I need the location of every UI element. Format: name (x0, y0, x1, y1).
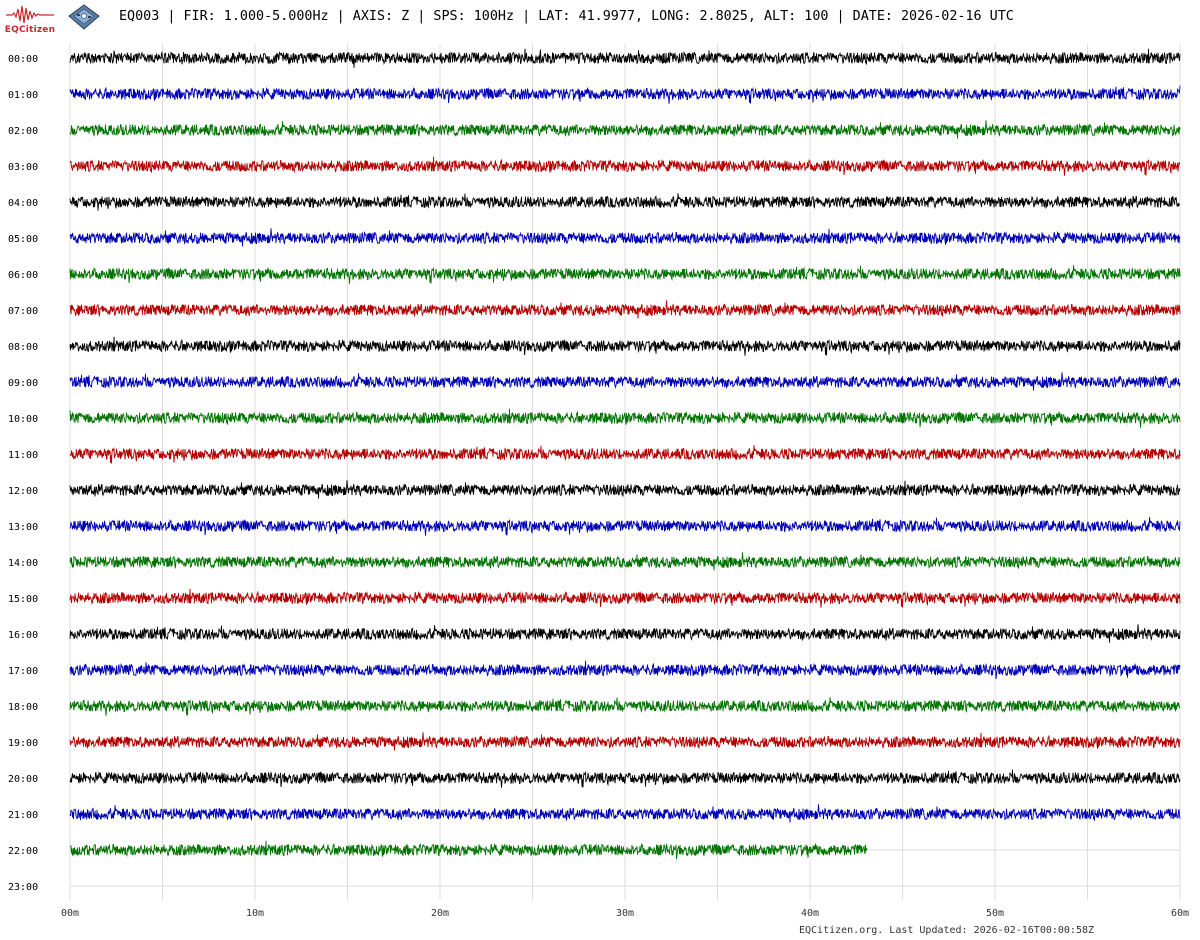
hour-label: 17:00 (8, 666, 38, 677)
seismic-trace (69, 48, 1181, 68)
last-updated: EQCitizen.org. Last Updated: 2026-02-16T… (799, 925, 1095, 936)
x-tick-label: 00m (61, 908, 79, 919)
hour-label: 01:00 (8, 90, 38, 101)
seismic-trace (69, 300, 1181, 319)
hour-label: 13:00 (8, 522, 38, 533)
seismic-trace (69, 120, 1181, 139)
seismic-trace (69, 336, 1181, 356)
helicorder-chart: 00:00 01:00 02:00 03:00 04:00 05:00 06:00 07:00… (8, 44, 1189, 919)
seismic-trace (69, 588, 1181, 608)
seismic-trace (69, 840, 868, 860)
seismic-trace (69, 408, 1181, 428)
hour-label: 04:00 (8, 198, 38, 209)
seismogram-logo-icon (6, 5, 54, 24)
seismic-trace (69, 697, 1181, 716)
hour-label: 09:00 (8, 378, 38, 389)
hour-label: 07:00 (8, 306, 38, 317)
hour-label: 08:00 (8, 342, 38, 353)
hour-label: 22:00 (8, 846, 38, 857)
seismic-trace (69, 517, 1181, 536)
seismic-trace (69, 552, 1181, 571)
seismic-trace (69, 265, 1181, 284)
hour-label: 02:00 (8, 126, 38, 137)
sensor-board-icon (68, 4, 100, 30)
station-title: EQ003 | FIR: 1.000-5.000Hz | AXIS: Z | S… (119, 9, 1014, 24)
x-tick-label: 50m (986, 908, 1004, 919)
seismic-trace (69, 769, 1181, 788)
seismic-trace (69, 804, 1181, 823)
hour-label: 15:00 (8, 594, 38, 605)
eqcitizen-logo: EQCitizen (4, 3, 56, 35)
seismic-trace (69, 372, 1181, 391)
hour-label: 18:00 (8, 702, 38, 713)
hour-label: 06:00 (8, 270, 38, 281)
seismic-trace (69, 85, 1181, 104)
hour-label: 11:00 (8, 450, 38, 461)
hour-label: 21:00 (8, 810, 38, 821)
seismic-trace (69, 228, 1181, 247)
hour-label: 12:00 (8, 486, 38, 497)
x-tick-label: 10m (246, 908, 264, 919)
seismic-trace (69, 193, 1181, 211)
hour-label: 19:00 (8, 738, 38, 749)
logo-text: EQCitizen (4, 25, 56, 35)
hour-label: 05:00 (8, 234, 38, 245)
header: EQCitizen EQ003 | FIR: 1.000-5.000Hz | A… (0, 0, 1200, 36)
hour-label: 14:00 (8, 558, 38, 569)
x-tick-label: 40m (801, 908, 819, 919)
x-tick-label: 20m (431, 908, 449, 919)
hour-label: 10:00 (8, 414, 38, 425)
seismic-trace (69, 660, 1181, 680)
seismic-trace (69, 445, 1181, 464)
seismic-trace (69, 480, 1181, 499)
hour-label: 23:00 (8, 882, 38, 893)
hour-label: 16:00 (8, 630, 38, 641)
seismic-trace (69, 732, 1181, 751)
hour-label: 20:00 (8, 774, 38, 785)
seismic-trace (69, 624, 1181, 643)
hour-label: 03:00 (8, 162, 38, 173)
seismic-trace (69, 156, 1181, 176)
x-tick-label: 60m (1171, 908, 1189, 919)
x-tick-label: 30m (616, 908, 634, 919)
hour-label: 00:00 (8, 54, 38, 65)
